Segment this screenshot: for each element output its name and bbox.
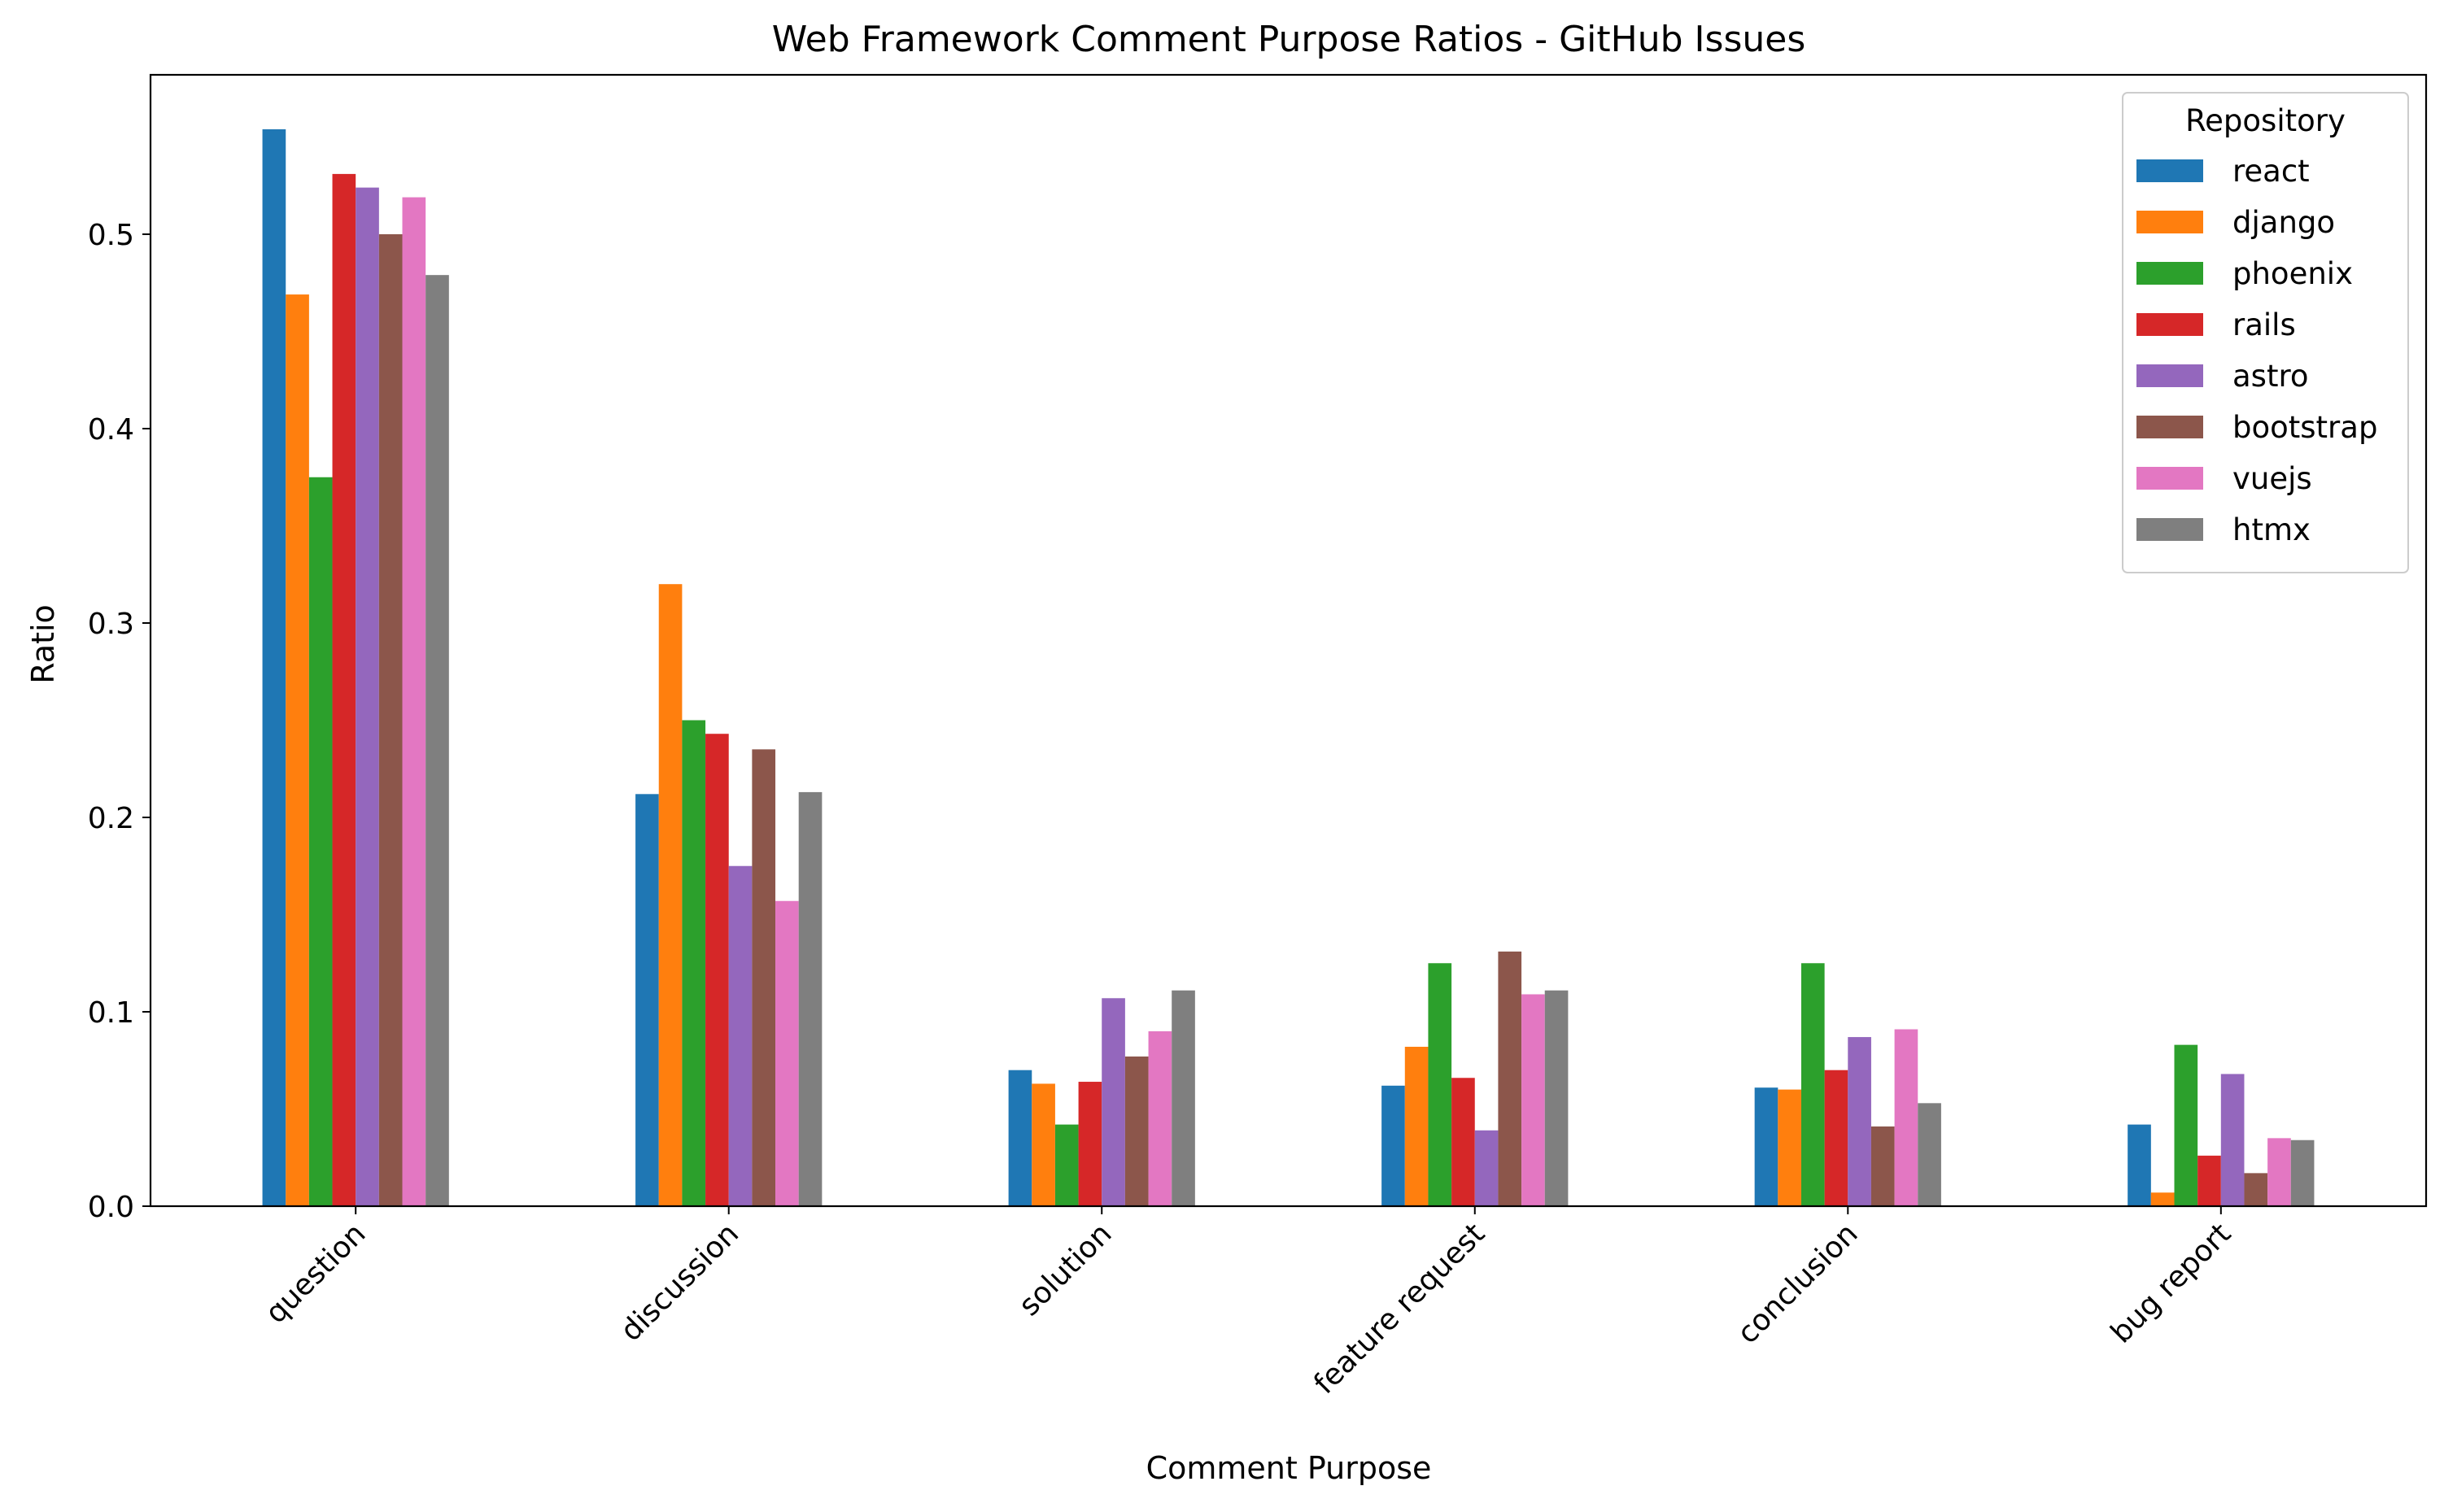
legend-title: Repository bbox=[2185, 103, 2346, 138]
plot-frame bbox=[149, 73, 2428, 1208]
bar-astro-conclusion bbox=[1848, 1037, 1871, 1206]
bar-vuejs-conclusion bbox=[1894, 1029, 1918, 1206]
bar-rails-bug-report bbox=[2197, 1155, 2221, 1206]
bar-astro-discussion bbox=[728, 865, 753, 1206]
bar-django-bug-report bbox=[2150, 1192, 2175, 1206]
bar-vuejs-discussion bbox=[775, 900, 799, 1206]
y-tick-label: 0.2 bbox=[88, 802, 134, 835]
bar-rails-conclusion bbox=[1824, 1070, 1848, 1206]
bar-bootstrap-conclusion bbox=[1870, 1126, 1895, 1206]
legend-swatch-htmx bbox=[2136, 518, 2203, 541]
legend-swatch-bootstrap bbox=[2136, 416, 2203, 438]
bar-vuejs-bug-report bbox=[2267, 1138, 2291, 1206]
bar-django-discussion bbox=[658, 584, 683, 1206]
bar-astro-solution bbox=[1102, 998, 1125, 1206]
y-tick-label: 0.0 bbox=[88, 1191, 134, 1224]
bar-astro-bug-report bbox=[2220, 1074, 2245, 1206]
bar-rails-discussion bbox=[705, 734, 729, 1206]
bar-phoenix-discussion bbox=[682, 720, 706, 1206]
legend-label-astro: astro bbox=[2232, 359, 2309, 394]
bar-bootstrap-discussion bbox=[752, 749, 776, 1206]
bar-astro-question bbox=[356, 187, 379, 1206]
bar-bootstrap-question bbox=[378, 233, 403, 1207]
bar-react-conclusion bbox=[1754, 1087, 1778, 1206]
y-tick-label: 0.5 bbox=[88, 219, 134, 252]
legend-swatch-react bbox=[2136, 159, 2203, 182]
bar-vuejs-feature-request bbox=[1521, 994, 1545, 1206]
legend-swatch-vuejs bbox=[2136, 467, 2203, 490]
x-axis-label: Comment Purpose bbox=[1146, 1450, 1432, 1486]
bar-bootstrap-bug-report bbox=[2244, 1173, 2268, 1206]
legend-swatch-astro bbox=[2136, 364, 2203, 387]
bar-htmx-feature-request bbox=[1544, 990, 1569, 1206]
bars-layer bbox=[262, 129, 2315, 1207]
legend: Repository react django phoenix rails astro bo… bbox=[2122, 92, 2409, 573]
bar-phoenix-solution bbox=[1054, 1124, 1079, 1206]
bar-htmx-bug-report bbox=[2290, 1139, 2315, 1206]
bar-react-feature-request bbox=[1381, 1085, 1405, 1206]
legend-label-rails: rails bbox=[2232, 307, 2296, 342]
bar-vuejs-question bbox=[402, 197, 426, 1206]
bar-htmx-discussion bbox=[798, 791, 823, 1206]
legend-label-react: react bbox=[2232, 154, 2310, 189]
bar-django-conclusion bbox=[1778, 1089, 1801, 1206]
bar-rails-solution bbox=[1078, 1082, 1102, 1206]
bar-astro-feature-request bbox=[1474, 1130, 1499, 1206]
bar-rails-question bbox=[332, 173, 356, 1206]
bar-django-solution bbox=[1032, 1083, 1055, 1206]
y-tick-label: 0.3 bbox=[88, 608, 134, 641]
chart-title: Web Framework Comment Purpose Ratios - G… bbox=[772, 19, 1806, 60]
bar-bootstrap-solution bbox=[1124, 1056, 1149, 1206]
bar-htmx-solution bbox=[1172, 990, 1195, 1206]
bar-rails-feature-request bbox=[1451, 1078, 1475, 1206]
legend-swatch-django bbox=[2136, 211, 2203, 233]
bar-htmx-conclusion bbox=[1918, 1103, 1941, 1206]
y-axis-label: Ratio bbox=[25, 604, 61, 684]
y-tick-label: 0.1 bbox=[88, 996, 134, 1030]
bar-htmx-question bbox=[426, 275, 449, 1206]
bar-phoenix-question bbox=[308, 477, 333, 1206]
bar-django-feature-request bbox=[1404, 1047, 1429, 1206]
legend-label-htmx: htmx bbox=[2232, 512, 2311, 547]
legend-label-django: django bbox=[2232, 205, 2335, 240]
legend-swatch-phoenix bbox=[2136, 262, 2203, 285]
bar-react-bug-report bbox=[2128, 1124, 2151, 1206]
y-tick-label: 0.4 bbox=[88, 413, 134, 447]
legend-swatch-rails bbox=[2136, 313, 2203, 336]
bar-vuejs-solution bbox=[1148, 1031, 1172, 1206]
legend-label-vuejs: vuejs bbox=[2232, 461, 2312, 496]
bar-bootstrap-feature-request bbox=[1498, 951, 1522, 1206]
legend-label-bootstrap: bootstrap bbox=[2232, 410, 2377, 445]
bar-phoenix-feature-request bbox=[1428, 963, 1452, 1206]
bar-react-discussion bbox=[635, 794, 659, 1206]
legend-label-phoenix: phoenix bbox=[2232, 256, 2353, 291]
bar-phoenix-conclusion bbox=[1800, 963, 1825, 1206]
bar-phoenix-bug-report bbox=[2174, 1044, 2198, 1206]
bar-django-question bbox=[286, 294, 309, 1206]
bar-react-solution bbox=[1008, 1070, 1032, 1206]
bar-react-question bbox=[262, 129, 286, 1206]
